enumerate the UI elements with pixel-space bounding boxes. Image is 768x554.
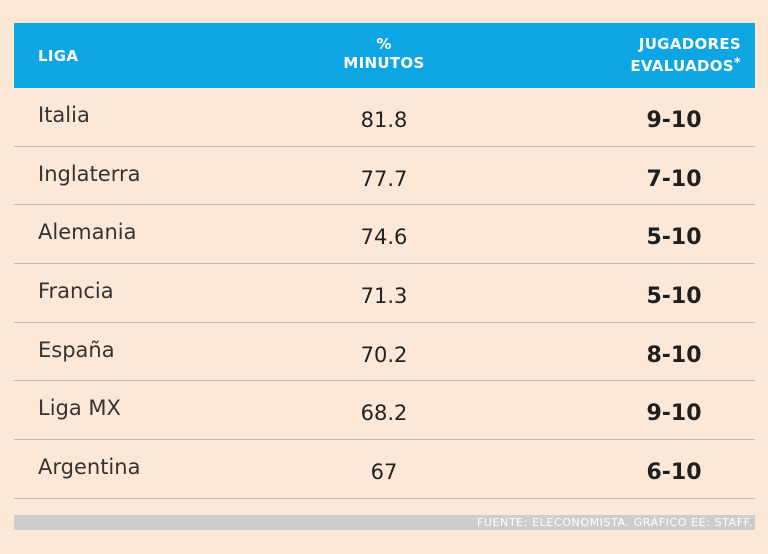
table-row: Francia 71.3 5-10 — [14, 264, 755, 323]
header-players-line2: EVALUADOS — [630, 57, 734, 75]
cell-minutes-pct: 74.6 — [360, 225, 408, 250]
cell-minutes-pct: 81.8 — [360, 108, 408, 132]
header-league: LIGA — [38, 47, 79, 65]
cell-league: Argentina — [38, 455, 141, 480]
cell-minutes-pct: 67 — [370, 460, 398, 485]
cell-league: Francia — [38, 279, 114, 304]
cell-minutes-pct: 77.7 — [360, 166, 408, 191]
table-row: Liga MX 68.2 9-10 — [14, 381, 755, 441]
cell-players: 5-10 — [646, 225, 702, 251]
header-players: JUGADORES EVALUADOS* — [630, 35, 741, 76]
cell-league: Liga MX — [38, 396, 121, 421]
cell-players: 7-10 — [646, 166, 702, 192]
source-bar: FUENTE: ELECONOMISTA. GRÁFICO EE: STAFF. — [14, 515, 755, 530]
cell-players: 6-10 — [646, 460, 702, 486]
header-players-line2-wrap: EVALUADOS* — [630, 54, 741, 76]
cell-league: España — [38, 337, 115, 362]
table-header: LIGA % MINUTOS JUGADORES EVALUADOS* — [14, 23, 755, 88]
cell-minutes-pct: 68.2 — [360, 401, 408, 426]
cell-minutes-pct: 70.2 — [360, 342, 408, 367]
table-row: Argentina 67 6-10 — [14, 440, 755, 499]
table-row: España 70.2 8-10 — [14, 323, 755, 382]
cell-players: 8-10 — [646, 342, 702, 368]
cell-league: Inglaterra — [38, 161, 141, 186]
table-row: Inglaterra 77.7 7-10 — [14, 147, 755, 206]
table-row: Italia 81.8 9-10 — [14, 88, 755, 147]
source-note: FUENTE: ELECONOMISTA. GRÁFICO EE: STAFF. — [476, 516, 753, 529]
data-table: LIGA % MINUTOS JUGADORES EVALUADOS* Ital… — [14, 23, 755, 499]
cell-players: 9-10 — [646, 108, 702, 133]
table-row: Alemania 74.6 5-10 — [14, 205, 755, 265]
table-body: Italia 81.8 9-10 Inglaterra 77.7 7-10 Alemania… — [14, 88, 755, 499]
cell-players: 9-10 — [646, 401, 702, 427]
header-players-line1: JUGADORES — [638, 35, 741, 53]
header-minutes-line2: MINUTOS — [343, 54, 425, 72]
cell-minutes-pct: 71.3 — [360, 284, 408, 309]
header-minutes-line1: % — [376, 35, 392, 53]
header-minutes: % MINUTOS — [314, 35, 454, 73]
cell-league: Alemania — [38, 220, 137, 245]
header-players-asterisk: * — [733, 56, 741, 71]
cell-players: 5-10 — [646, 284, 702, 310]
cell-league: Italia — [38, 103, 90, 127]
